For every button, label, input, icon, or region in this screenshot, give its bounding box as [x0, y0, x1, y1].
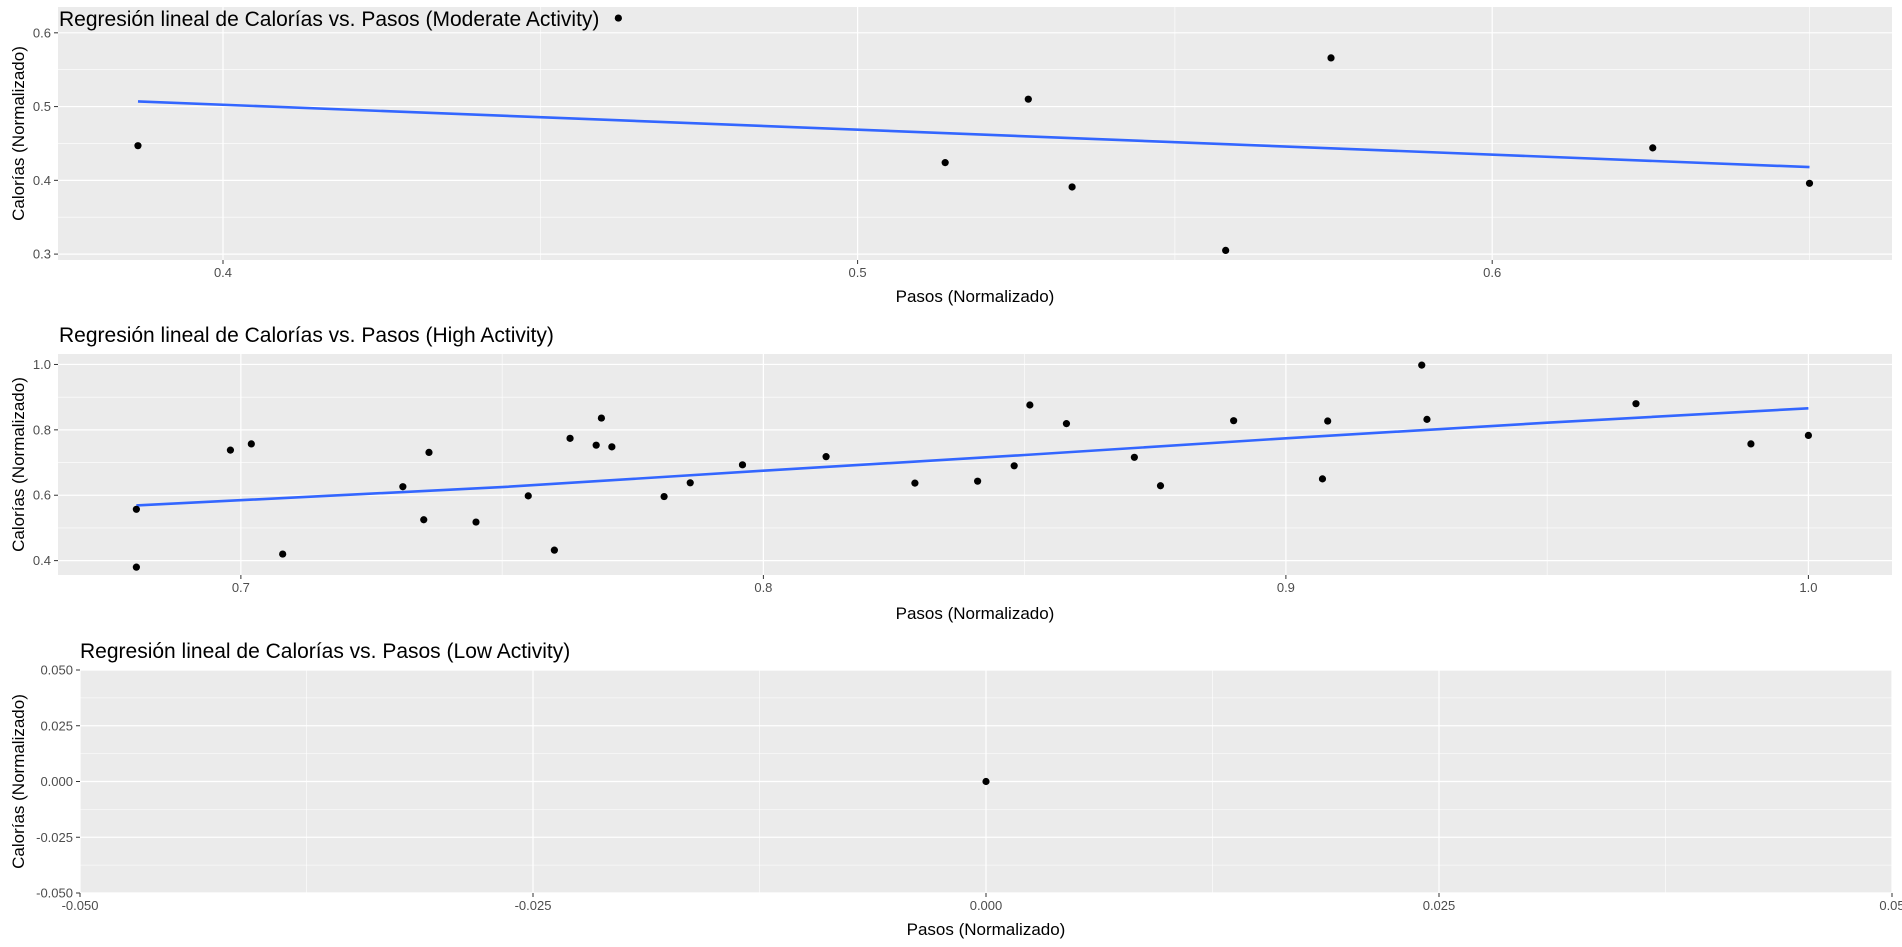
data-point [1805, 179, 1814, 187]
data-point [1649, 144, 1657, 152]
data-point [1222, 246, 1230, 255]
y-tick-label: -0.025 [36, 830, 73, 845]
data-point [822, 453, 830, 461]
chart-panel-3: -0.050 -0.025 0.000 0.025 0.05 -0.050 -0.025 0.… [9, 640, 1902, 939]
data-point [399, 483, 407, 491]
x-axis-title: Pasos (Normalizado) [896, 604, 1055, 623]
y-tick-label: 1.0 [33, 357, 51, 372]
x-tick-label: 0.4 [214, 265, 232, 280]
data-point [420, 516, 428, 524]
x-tick-label: 1.0 [1799, 580, 1817, 595]
y-axis-title: Calorías (Normalizado) [9, 694, 28, 869]
y-tick-label: 0.5 [33, 99, 51, 114]
data-point [974, 477, 982, 485]
chart-title: Regresión lineal de Calorías vs. Pasos (… [80, 640, 570, 663]
data-point [608, 443, 616, 451]
x-axis-title: Pasos (Normalizado) [896, 287, 1055, 306]
x-axis-title: Pasos (Normalizado) [907, 920, 1066, 939]
data-point [226, 446, 235, 454]
regression-line [137, 100, 1810, 169]
x-tick-label: 0.9 [1277, 580, 1295, 595]
x-tick-label: -0.025 [515, 898, 552, 913]
x-tick-label: 0.6 [1483, 265, 1501, 280]
y-tick-label: 0.025 [40, 718, 73, 733]
data-point [1747, 440, 1755, 448]
data-point [425, 448, 433, 457]
data-point [1068, 183, 1076, 191]
x-tick-label: 0.000 [970, 898, 1003, 913]
y-axis-title: Calorías (Normalizado) [9, 377, 28, 552]
data-point [614, 14, 622, 22]
data-point [1010, 462, 1018, 470]
data-point [738, 461, 747, 469]
x-tick-label: 0.7 [232, 580, 250, 595]
data-point [524, 492, 532, 500]
x-tick-label: 0.5 [849, 265, 867, 280]
y-tick-label: 0.3 [33, 247, 51, 262]
data-point [1026, 401, 1034, 409]
data-point [1418, 361, 1426, 369]
data-point [1324, 417, 1332, 425]
chart-panel-1: 0.4 0.5 0.6 0.3 0.4 0.5 0.6 Regresión lineal de… [9, 7, 1892, 306]
data-point [472, 518, 480, 526]
data-point [1327, 54, 1335, 62]
data-point [1130, 453, 1138, 461]
y-tick-label: 0.6 [33, 488, 51, 503]
data-point [247, 440, 255, 448]
regression-line [136, 407, 1809, 507]
data-point [1632, 400, 1640, 408]
chart-panel-2: 0.7 0.8 0.9 1.0 0.4 0.6 0.8 1.0 Regresión lineal… [9, 324, 1892, 623]
plot-panel-background [58, 354, 1892, 575]
data-point [660, 492, 668, 501]
y-axis-title: Calorías (Normalizado) [9, 46, 28, 221]
data-point [1804, 431, 1812, 440]
chart-title: Regresión lineal de Calorías vs. Pasos (… [59, 8, 599, 31]
data-point [686, 479, 694, 487]
x-tick-label: 0.05 [1879, 898, 1902, 913]
data-point [1062, 420, 1071, 428]
data-point [941, 159, 949, 167]
data-point [566, 434, 574, 442]
x-tick-label: 0.8 [754, 580, 772, 595]
y-tick-label: -0.050 [36, 886, 73, 901]
data-point [592, 441, 600, 449]
data-point [132, 563, 140, 571]
y-tick-label: 0.050 [40, 663, 73, 678]
y-tick-label: 0.000 [40, 774, 73, 789]
data-point [982, 777, 990, 786]
data-point [134, 142, 142, 150]
chart-title: Regresión lineal de Calorías vs. Pasos (… [59, 324, 554, 347]
x-tick-label: -0.050 [62, 898, 99, 913]
y-tick-label: 0.6 [33, 25, 51, 40]
data-point [911, 479, 919, 487]
data-point [132, 505, 140, 513]
y-tick-label: 0.8 [33, 422, 51, 437]
y-tick-label: 0.4 [33, 553, 51, 568]
data-point [1024, 95, 1032, 103]
data-point [1156, 482, 1165, 490]
data-point [279, 550, 287, 558]
data-point [550, 546, 558, 554]
data-point [597, 414, 606, 422]
data-point [1423, 415, 1431, 423]
data-point [1318, 475, 1327, 483]
data-point [1230, 417, 1238, 425]
x-tick-label: 0.025 [1423, 898, 1456, 913]
y-tick-label: 0.4 [33, 173, 51, 188]
